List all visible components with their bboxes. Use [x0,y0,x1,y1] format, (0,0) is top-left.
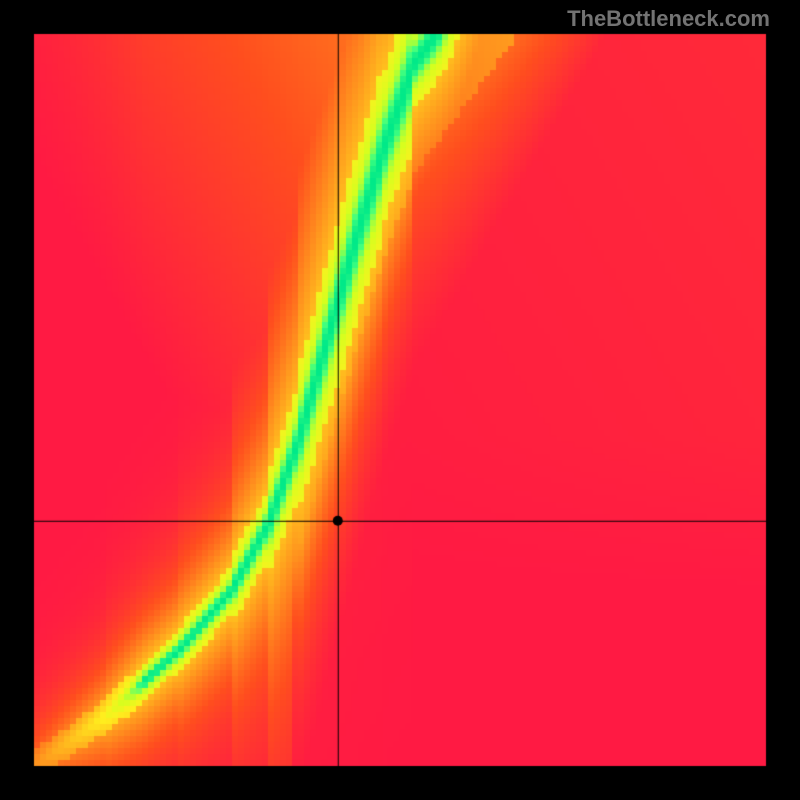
chart-container: TheBottleneck.com [0,0,800,800]
watermark-text: TheBottleneck.com [567,6,770,32]
heatmap-canvas [0,0,800,800]
